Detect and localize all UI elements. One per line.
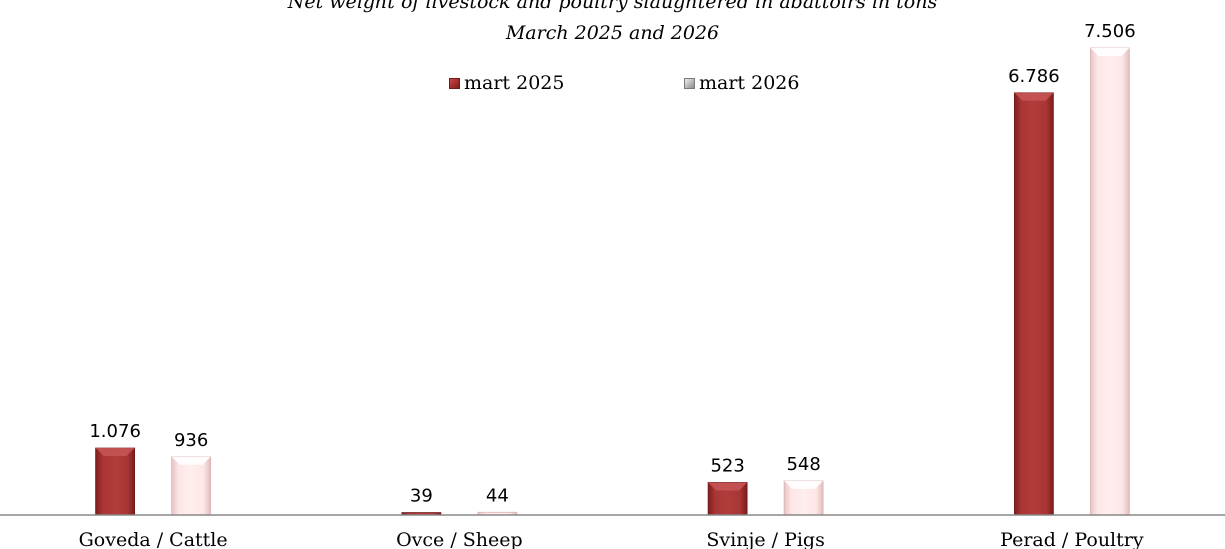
bar-bevel — [171, 456, 211, 465]
bar-bevel — [784, 480, 824, 489]
bar-mart-2026-2 — [783, 480, 824, 516]
value-label-mart-2025-0: 1.076 — [89, 421, 141, 442]
bar-body — [1089, 47, 1130, 516]
value-label-mart-2026-0: 936 — [174, 430, 208, 451]
bar-body — [95, 447, 136, 516]
bar-body — [171, 456, 212, 516]
legend-label-mart-2026: mart 2026 — [699, 72, 800, 94]
bar-bevel — [708, 482, 748, 491]
bar-bevel — [95, 448, 135, 457]
value-label-mart-2025-1: 39 — [410, 486, 433, 507]
legend-swatch-mart-2025 — [449, 77, 460, 89]
value-label-mart-2026-3: 7.506 — [1084, 21, 1136, 42]
category-label-1: Ovce / Sheep — [396, 529, 523, 549]
bar-mart-2026-0 — [171, 456, 212, 516]
legend-label-mart-2025: mart 2025 — [464, 72, 565, 94]
value-label-mart-2026-2: 548 — [786, 454, 820, 475]
bar-bevel — [1090, 48, 1130, 56]
legend-item-mart-2025: mart 2025 — [449, 72, 564, 94]
legend-swatch-mart-2026 — [684, 77, 695, 89]
value-label-mart-2026-1: 44 — [486, 485, 509, 506]
category-label-0: Goveda / Cattle — [79, 529, 228, 549]
bar-mart-2025-3 — [1013, 92, 1054, 516]
value-label-mart-2025-3: 6.786 — [1008, 66, 1060, 87]
bar-mart-2025-0 — [95, 447, 136, 516]
value-label-mart-2025-2: 523 — [710, 455, 744, 476]
bar-mart-2025-2 — [707, 482, 748, 516]
bar-bevel — [1014, 92, 1054, 101]
bar-body — [1013, 92, 1054, 516]
chart-subtitle: March 2025 and 2026 — [505, 22, 720, 44]
category-label-2: Svinje / Pigs — [706, 529, 824, 549]
legend-item-mart-2026: mart 2026 — [684, 72, 799, 94]
bar-mart-2026-3 — [1089, 47, 1130, 516]
category-label-3: Perad / Poultry — [1000, 529, 1144, 549]
chart-title: Net weight of livestock and poultry slau… — [287, 0, 938, 13]
